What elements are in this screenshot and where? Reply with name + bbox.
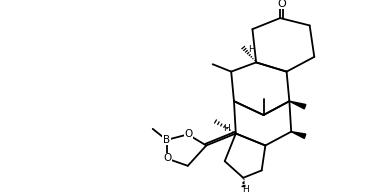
Text: O: O <box>163 153 172 163</box>
Text: O: O <box>278 0 286 9</box>
Polygon shape <box>291 132 306 139</box>
Text: H: H <box>242 185 249 194</box>
Text: H: H <box>248 45 255 54</box>
Text: H: H <box>223 124 230 133</box>
Text: O: O <box>185 129 193 139</box>
Text: B: B <box>163 135 170 145</box>
Polygon shape <box>289 101 306 109</box>
